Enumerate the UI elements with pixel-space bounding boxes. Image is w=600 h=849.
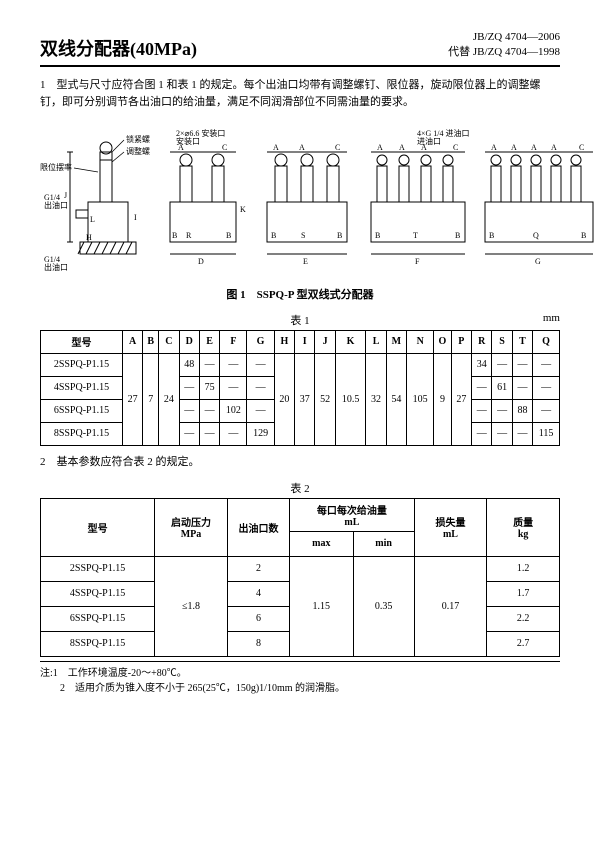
- svg-text:L: L: [90, 215, 95, 224]
- svg-text:H: H: [86, 233, 92, 242]
- svg-text:B: B: [172, 231, 177, 240]
- page-title: 双线分配器(40MPa): [40, 35, 197, 61]
- note-1: 注:1 工作环境温度-20～+80℃。: [40, 666, 560, 681]
- svg-text:A: A: [178, 143, 184, 152]
- figure-panel-1: 锁紧螺丝 调整螺丝 限位摆率 G1/4 出油口 G1/4 出油口 J I H L: [40, 122, 150, 272]
- svg-text:B: B: [581, 231, 586, 240]
- svg-text:I: I: [134, 213, 137, 222]
- svg-text:R: R: [186, 231, 192, 240]
- svg-text:A: A: [399, 143, 405, 152]
- svg-text:K: K: [240, 205, 246, 214]
- svg-text:B: B: [489, 231, 494, 240]
- figure-panel-2: 2×⌀6.6 安装口 安装口 A C R B B D: [156, 122, 251, 272]
- svg-text:Q: Q: [533, 231, 539, 240]
- svg-text:A: A: [377, 143, 383, 152]
- svg-text:B: B: [375, 231, 380, 240]
- figure-caption: 图 1 SSPQ-P 型双线式分配器: [40, 286, 560, 302]
- label-indicator: 限位摆率: [40, 162, 72, 172]
- table-row: 2SSPQ-P1.15 27 7 24 48— —— 20 37 52 10.5…: [41, 353, 560, 376]
- svg-text:A: A: [273, 143, 279, 152]
- svg-text:C: C: [453, 143, 458, 152]
- standard-block: JB/ZQ 4704—2006 代替 JB/ZQ 4704—1998: [448, 30, 560, 61]
- figure-panel-5: A A A A C B Q B G: [479, 122, 599, 272]
- table1-caption: 表 1 mm: [40, 312, 560, 328]
- svg-text:A: A: [299, 143, 305, 152]
- standard-main: JB/ZQ 4704—2006: [448, 30, 560, 45]
- table-row: 型号AB CDE FGH IJK LMN OPR STQ: [41, 330, 560, 353]
- svg-text:F: F: [415, 257, 420, 266]
- svg-text:G: G: [535, 257, 541, 266]
- table1-unit: mm: [543, 312, 560, 324]
- svg-text:E: E: [303, 257, 308, 266]
- svg-text:C: C: [579, 143, 584, 152]
- svg-text:A: A: [491, 143, 497, 152]
- header: 双线分配器(40MPa) JB/ZQ 4704—2006 代替 JB/ZQ 47…: [40, 30, 560, 61]
- table-1: 型号AB CDE FGH IJK LMN OPR STQ 2SSPQ-P1.15…: [40, 330, 560, 446]
- svg-text:出油口: 出油口: [44, 262, 68, 272]
- table-2: 型号 启动压力MPa 出油口数 每口每次给油量mL 损失量mL 质量kg max…: [40, 498, 560, 657]
- standard-sub: 代替 JB/ZQ 4704—1998: [448, 45, 560, 60]
- table-row: 2SSPQ-P1.15 ≤1.8 2 1.15 0.35 0.17 1.2: [41, 556, 560, 581]
- label-adj-screw: 调整螺丝: [126, 146, 150, 156]
- table-row: 型号 启动压力MPa 出油口数 每口每次给油量mL 损失量mL 质量kg: [41, 498, 560, 531]
- svg-text:A: A: [551, 143, 557, 152]
- table2-caption: 表 2: [40, 480, 560, 496]
- svg-text:A: A: [531, 143, 537, 152]
- svg-text:B: B: [226, 231, 231, 240]
- figure-1: 锁紧螺丝 调整螺丝 限位摆率 G1/4 出油口 G1/4 出油口 J I H L…: [40, 122, 560, 302]
- svg-text:B: B: [455, 231, 460, 240]
- figure-panel-4: 4×G 1/4 进油口 进油口 A A A C B T B F: [363, 122, 473, 272]
- svg-text:A: A: [421, 143, 427, 152]
- svg-text:S: S: [301, 231, 305, 240]
- section1-text: 1 型式与尺寸应符合图 1 和表 1 的规定。每个出油口均带有调整螺钉、限位器，…: [40, 77, 560, 112]
- svg-text:C: C: [335, 143, 340, 152]
- svg-text:J: J: [64, 191, 67, 200]
- note-2: 2 适用介质为锥入度不小于 265(25℃，150g)1/10mm 的润滑脂。: [40, 681, 560, 696]
- figure-panel-3: A A C B S B E: [257, 122, 357, 272]
- svg-text:B: B: [271, 231, 276, 240]
- svg-text:T: T: [413, 231, 418, 240]
- header-rule: [40, 65, 560, 67]
- svg-text:A: A: [511, 143, 517, 152]
- svg-text:出油口: 出油口: [44, 200, 68, 210]
- svg-text:D: D: [198, 257, 204, 266]
- section2-text: 2 基本参数应符合表 2 的规定。: [40, 454, 560, 472]
- svg-text:B: B: [337, 231, 342, 240]
- svg-text:C: C: [222, 143, 227, 152]
- label-lock-screw: 锁紧螺丝: [126, 134, 150, 144]
- notes: 注:1 工作环境温度-20～+80℃。 2 适用介质为锥入度不小于 265(25…: [40, 661, 560, 696]
